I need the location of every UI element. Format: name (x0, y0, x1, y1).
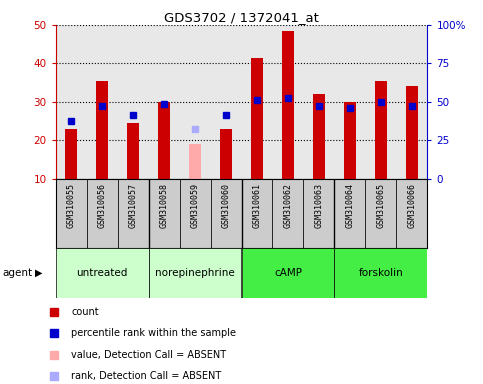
Bar (117, 179, 149, 248)
Text: percentile rank within the sample: percentile rank within the sample (71, 328, 236, 338)
Text: GSM310063: GSM310063 (314, 184, 324, 228)
Text: GSM310059: GSM310059 (190, 184, 199, 228)
Bar (375, 81, 387, 179)
Bar (406, 86, 418, 179)
Bar (86, 179, 117, 248)
Bar (149, 248, 242, 298)
Bar (189, 144, 201, 179)
Text: GSM310061: GSM310061 (253, 184, 261, 228)
Text: GSM310065: GSM310065 (376, 184, 385, 228)
Text: count: count (71, 307, 99, 317)
Bar (344, 102, 356, 179)
Bar (96, 81, 108, 179)
Text: GSM310064: GSM310064 (345, 184, 355, 228)
Text: agent: agent (2, 268, 32, 278)
Text: GSM310057: GSM310057 (128, 184, 138, 228)
Bar (366, 179, 397, 248)
Bar (220, 129, 232, 179)
Bar (272, 179, 303, 248)
Text: rank, Detection Call = ABSENT: rank, Detection Call = ABSENT (71, 371, 221, 381)
Bar (334, 179, 366, 248)
Bar (242, 248, 334, 298)
Bar (334, 248, 427, 298)
Bar (65, 129, 77, 179)
Bar (180, 179, 211, 248)
Text: untreated: untreated (76, 268, 128, 278)
Bar (313, 94, 325, 179)
Text: cAMP: cAMP (274, 268, 302, 278)
Bar (211, 179, 242, 248)
Text: GSM310062: GSM310062 (284, 184, 293, 228)
Bar (282, 31, 294, 179)
Bar (158, 102, 170, 179)
Text: forskolin: forskolin (358, 268, 403, 278)
Text: GSM310060: GSM310060 (222, 184, 230, 228)
Bar (251, 58, 263, 179)
Bar (56, 248, 149, 298)
Text: norepinephrine: norepinephrine (155, 268, 235, 278)
Text: value, Detection Call = ABSENT: value, Detection Call = ABSENT (71, 350, 226, 360)
Text: GSM310066: GSM310066 (408, 184, 416, 228)
Bar (127, 123, 139, 179)
Bar (397, 179, 427, 248)
Text: GSM310055: GSM310055 (67, 184, 75, 228)
Text: GSM310056: GSM310056 (98, 184, 107, 228)
Title: GDS3702 / 1372041_at: GDS3702 / 1372041_at (164, 11, 319, 24)
Bar (242, 179, 272, 248)
Text: GSM310058: GSM310058 (159, 184, 169, 228)
Bar (149, 179, 180, 248)
Bar (56, 179, 86, 248)
Bar (303, 179, 334, 248)
Text: ▶: ▶ (35, 268, 43, 278)
